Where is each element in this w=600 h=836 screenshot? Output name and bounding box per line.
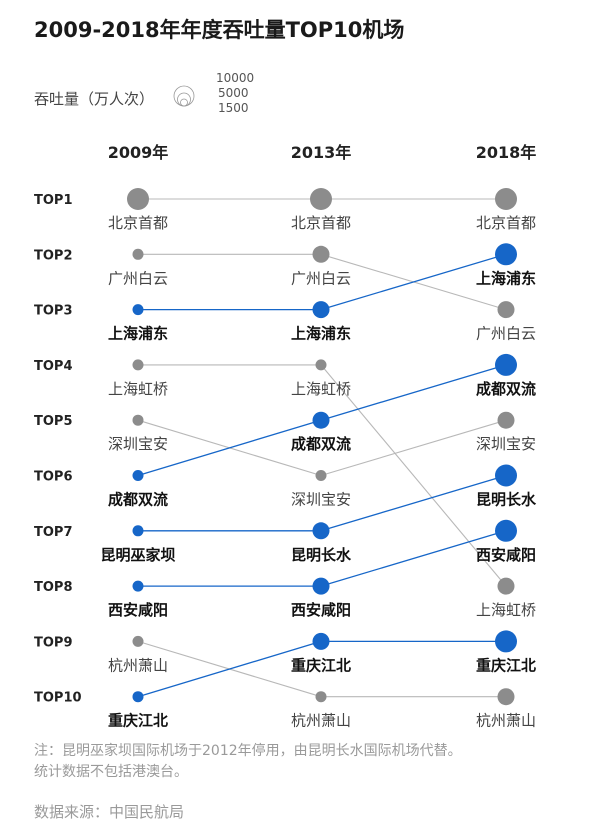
airport-label: 昆明巫家坝 bbox=[100, 546, 175, 564]
airport-dot bbox=[497, 301, 515, 319]
highlight-series-line bbox=[137, 419, 322, 477]
highlight-dot bbox=[132, 580, 144, 592]
highlight-series-line bbox=[320, 364, 507, 421]
legend-size-label: 1500 bbox=[218, 101, 249, 115]
highlight-dot bbox=[132, 691, 144, 703]
airport-dot bbox=[495, 188, 517, 210]
airport-dot bbox=[127, 188, 149, 210]
legend-size-label: 5000 bbox=[218, 86, 249, 100]
airport-label: 杭州萧山 bbox=[108, 656, 168, 674]
legend-size-circle bbox=[177, 92, 191, 107]
highlight-dot bbox=[495, 243, 517, 266]
highlight-dot bbox=[132, 304, 144, 316]
legend-size-label: 10000 bbox=[216, 71, 254, 85]
airport-label: 重庆江北 bbox=[291, 656, 351, 674]
airport-dot bbox=[315, 470, 327, 481]
airport-label: 北京首都 bbox=[476, 214, 536, 232]
airport-dot bbox=[312, 245, 330, 263]
data-source: 数据来源：中国民航局 bbox=[34, 803, 185, 821]
year-header: 2018年 bbox=[476, 143, 537, 162]
airport-dot bbox=[132, 635, 144, 647]
airport-label: 西安咸阳 bbox=[291, 601, 351, 619]
rank-label: TOP10 bbox=[34, 691, 82, 706]
legend-size-circle bbox=[180, 98, 188, 107]
airport-label: 北京首都 bbox=[291, 214, 351, 232]
rank-label: TOP8 bbox=[34, 580, 73, 595]
chart-title: 2009-2018年年度吞吐量TOP10机场 bbox=[34, 18, 405, 42]
airport-label: 上海虹桥 bbox=[108, 380, 168, 398]
airport-label: 深圳宝安 bbox=[108, 435, 168, 453]
airport-dot bbox=[497, 577, 515, 595]
airport-label: 广州白云 bbox=[108, 269, 168, 287]
airport-dot bbox=[315, 691, 327, 703]
series-line bbox=[320, 364, 507, 587]
highlight-series-line bbox=[137, 640, 322, 698]
airport-dot bbox=[497, 688, 515, 706]
highlight-dot bbox=[312, 632, 330, 650]
year-header: 2009年 bbox=[108, 143, 169, 162]
airport-label: 上海浦东 bbox=[291, 325, 351, 343]
highlight-dot bbox=[495, 519, 517, 542]
highlight-dot bbox=[132, 525, 144, 537]
highlight-series-line bbox=[320, 253, 507, 311]
legend-size-circle bbox=[173, 85, 195, 107]
footnote-line-2: 统计数据不包括港澳台。 bbox=[34, 764, 188, 780]
rank-label: TOP3 bbox=[34, 304, 73, 319]
airport-label: 杭州萧山 bbox=[291, 712, 351, 730]
year-header: 2013年 bbox=[291, 143, 352, 162]
rank-label: TOP2 bbox=[34, 248, 73, 263]
airport-label: 上海虹桥 bbox=[291, 380, 351, 398]
rank-label: TOP4 bbox=[34, 359, 73, 374]
footnote-line-1: 注：昆明巫家坝国际机场于2012年停用，由昆明长水国际机场代替。 bbox=[34, 743, 462, 759]
highlight-dot bbox=[312, 577, 330, 595]
airport-dot bbox=[132, 414, 144, 426]
airport-label: 北京首都 bbox=[108, 214, 168, 232]
highlight-dot bbox=[495, 630, 517, 653]
rank-label: TOP6 bbox=[34, 470, 73, 485]
airport-label: 昆明长水 bbox=[476, 491, 537, 509]
rank-label: TOP7 bbox=[34, 525, 73, 540]
airport-label: 西安咸阳 bbox=[108, 601, 168, 619]
airport-label: 上海虹桥 bbox=[476, 601, 536, 619]
airport-label: 成都双流 bbox=[291, 435, 351, 453]
rank-label: TOP1 bbox=[34, 193, 73, 208]
airport-label: 昆明长水 bbox=[291, 546, 352, 564]
airport-label: 成都双流 bbox=[108, 491, 168, 509]
airport-label: 杭州萧山 bbox=[476, 712, 536, 730]
series-line bbox=[320, 419, 507, 477]
highlight-dot bbox=[132, 470, 144, 481]
airport-dot bbox=[315, 359, 327, 371]
airport-dot bbox=[132, 248, 144, 260]
highlight-dot bbox=[312, 522, 330, 540]
airport-label: 深圳宝安 bbox=[476, 435, 536, 453]
airport-label: 重庆江北 bbox=[476, 656, 536, 674]
highlight-dot bbox=[495, 464, 517, 487]
airport-label: 深圳宝安 bbox=[291, 491, 351, 509]
airport-label: 上海浦东 bbox=[108, 325, 168, 343]
airport-label: 广州白云 bbox=[476, 325, 536, 343]
highlight-series-line bbox=[320, 530, 507, 587]
airport-label: 西安咸阳 bbox=[476, 546, 536, 564]
highlight-dot bbox=[495, 353, 517, 376]
airport-dot bbox=[132, 359, 144, 371]
highlight-series-line bbox=[320, 474, 507, 532]
airport-label: 重庆江北 bbox=[108, 712, 168, 730]
airport-label: 广州白云 bbox=[291, 269, 351, 287]
airport-dot bbox=[310, 188, 332, 210]
airport-dot bbox=[497, 411, 515, 429]
rank-label: TOP5 bbox=[34, 414, 73, 429]
legend-label: 吞吐量（万人次） bbox=[34, 90, 154, 108]
rank-label: TOP9 bbox=[34, 635, 73, 650]
highlight-dot bbox=[312, 411, 330, 429]
highlight-dot bbox=[312, 301, 330, 319]
airport-label: 上海浦东 bbox=[476, 269, 536, 287]
airport-label: 成都双流 bbox=[476, 380, 536, 398]
